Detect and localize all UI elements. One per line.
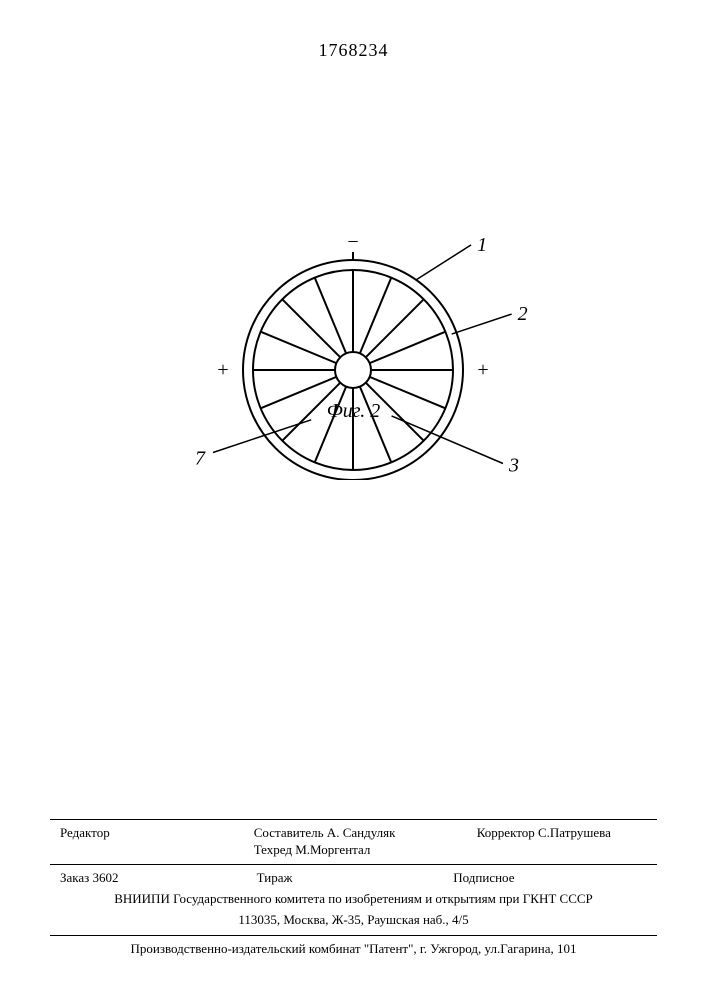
order-text: Заказ 3602 <box>60 870 254 887</box>
publisher-text: Производственно-издательский комбинат "П… <box>50 939 657 960</box>
spoke <box>366 299 424 357</box>
leader-7 <box>213 420 311 453</box>
figure-caption: Фиг. 2 <box>0 400 707 423</box>
tirazh-text: Тираж <box>257 870 451 887</box>
spoke <box>370 332 446 363</box>
spoke <box>315 278 346 354</box>
footer-row-credits: Редактор Составитель А. Сандуляк Техред … <box>50 823 657 861</box>
ref-label-1: 1 <box>477 234 487 256</box>
compiler-text: Составитель А. Сандуляк <box>254 825 477 842</box>
spoke <box>261 332 337 363</box>
footer-rule-2 <box>50 864 657 865</box>
leader-2 <box>452 314 512 334</box>
leader-3 <box>392 416 503 464</box>
org-line-2: 113035, Москва, Ж-35, Раушская наб., 4/5 <box>50 910 657 931</box>
footer: Редактор Составитель А. Сандуляк Техред … <box>50 815 657 960</box>
hub <box>335 352 371 388</box>
figure-svg: − − + + 1 2 3 7 <box>0 120 707 480</box>
page: 1768234 − − + + 1 2 3 7 Фиг. 2 <box>0 0 707 1000</box>
spoke <box>360 387 391 463</box>
corrector-text: Корректор С.Патрушева <box>477 825 647 859</box>
spoke <box>282 299 340 357</box>
ref-label-2: 2 <box>518 303 528 325</box>
footer-rule-3 <box>50 935 657 936</box>
figure-area: − − + + 1 2 3 7 <box>0 120 707 480</box>
patent-number: 1768234 <box>0 40 707 61</box>
editor-label: Редактор <box>60 825 254 859</box>
footer-rule-1 <box>50 819 657 820</box>
leader-1 <box>416 245 471 280</box>
subscription-text: Подписное <box>453 870 647 887</box>
plus-right-label: + <box>477 359 488 381</box>
minus-top-label: − <box>347 231 358 253</box>
footer-row-order: Заказ 3602 Тираж Подписное <box>50 868 657 889</box>
plus-left-label: + <box>217 359 228 381</box>
ref-label-7: 7 <box>195 448 206 470</box>
spoke <box>315 387 346 463</box>
org-line-1: ВНИИПИ Государственного комитета по изоб… <box>50 889 657 910</box>
ref-label-3: 3 <box>508 455 519 477</box>
spoke <box>360 278 391 354</box>
techred-text: Техред М.Моргентал <box>254 842 477 859</box>
